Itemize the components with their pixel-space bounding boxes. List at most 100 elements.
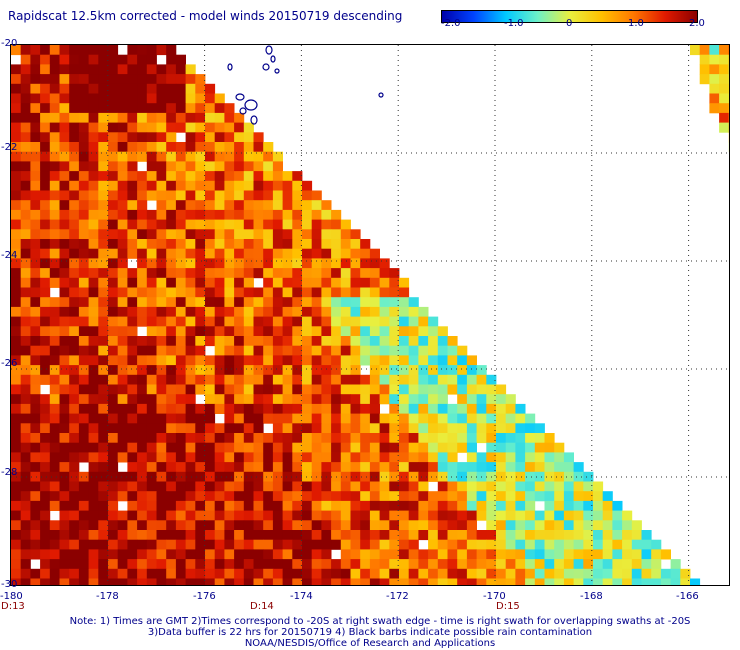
wind-difference-cell xyxy=(544,452,555,463)
wind-difference-cell xyxy=(369,549,380,560)
wind-difference-cell xyxy=(146,326,157,337)
wind-difference-cell xyxy=(428,326,439,337)
wind-difference-cell xyxy=(88,142,99,153)
wind-difference-cell xyxy=(195,326,206,337)
wind-difference-cell xyxy=(137,268,148,279)
wind-difference-cell xyxy=(146,287,157,298)
wind-difference-cell xyxy=(30,258,41,269)
wind-difference-cell xyxy=(302,442,313,453)
wind-difference-cell xyxy=(389,433,400,444)
wind-difference-cell xyxy=(146,539,157,550)
wind-difference-cell xyxy=(292,530,303,541)
wind-difference-cell xyxy=(272,200,283,211)
wind-difference-cell xyxy=(263,384,274,395)
wind-difference-cell xyxy=(321,442,332,453)
wind-difference-cell xyxy=(311,413,322,424)
wind-difference-cell xyxy=(185,112,196,123)
wind-difference-cell xyxy=(321,287,332,298)
wind-difference-cell xyxy=(98,142,109,153)
wind-difference-cell xyxy=(253,200,264,211)
wind-difference-cell xyxy=(389,423,400,434)
wind-difference-cell xyxy=(20,93,31,104)
wind-difference-cell xyxy=(243,132,254,143)
wind-difference-cell xyxy=(593,530,604,541)
wind-difference-cell xyxy=(175,355,186,366)
wind-difference-cell xyxy=(59,462,70,473)
wind-difference-cell xyxy=(389,326,400,337)
wind-difference-cell xyxy=(311,423,322,434)
wind-difference-cell xyxy=(137,151,148,162)
wind-difference-cell xyxy=(302,471,313,482)
wind-difference-cell xyxy=(360,297,371,308)
wind-difference-cell xyxy=(292,481,303,492)
wind-difference-cell xyxy=(263,365,274,376)
wind-difference-cell xyxy=(234,336,245,347)
wind-difference-cell xyxy=(78,132,89,143)
wind-difference-cell xyxy=(282,336,293,347)
wind-difference-cell xyxy=(137,384,148,395)
wind-difference-cell xyxy=(127,345,138,356)
wind-difference-cell xyxy=(554,578,565,585)
wind-difference-cell xyxy=(40,200,51,211)
wind-difference-cell xyxy=(78,200,89,211)
wind-difference-cell xyxy=(30,510,41,521)
wind-difference-cell xyxy=(272,365,283,376)
wind-difference-cell xyxy=(360,481,371,492)
wind-difference-cell xyxy=(49,258,60,269)
wind-difference-cell xyxy=(437,520,448,531)
wind-difference-cell xyxy=(583,549,594,560)
wind-difference-cell xyxy=(146,219,157,230)
wind-difference-cell xyxy=(185,578,196,585)
wind-difference-cell xyxy=(166,142,177,153)
wind-difference-cell xyxy=(20,345,31,356)
wind-difference-cell xyxy=(175,578,186,585)
wind-difference-cell xyxy=(369,355,380,366)
wind-difference-cell xyxy=(185,258,196,269)
wind-difference-cell xyxy=(59,403,70,414)
wind-difference-cell xyxy=(437,423,448,434)
wind-difference-cell xyxy=(214,452,225,463)
wind-difference-cell xyxy=(78,413,89,424)
wind-difference-cell xyxy=(253,142,264,153)
wind-difference-cell xyxy=(418,462,429,473)
wind-difference-cell xyxy=(88,45,99,56)
wind-difference-cell xyxy=(137,510,148,521)
wind-difference-cell xyxy=(175,365,186,376)
wind-difference-cell xyxy=(127,229,138,240)
wind-difference-cell xyxy=(59,336,70,347)
footnote-line-2: 3)Data buffer is 22 hrs for 20150719 4) … xyxy=(147,627,593,638)
wind-difference-cell xyxy=(175,403,186,414)
wind-difference-cell xyxy=(486,510,497,521)
wind-difference-cell xyxy=(350,239,361,250)
wind-difference-cell xyxy=(302,413,313,424)
wind-difference-cell xyxy=(399,539,410,550)
wind-difference-cell xyxy=(49,209,60,220)
wind-difference-cell xyxy=(389,481,400,492)
wind-difference-cell xyxy=(234,578,245,585)
wind-difference-cell xyxy=(69,481,80,492)
wind-difference-cell xyxy=(69,491,80,502)
wind-difference-cell xyxy=(554,471,565,482)
wind-difference-cell xyxy=(525,481,536,492)
wind-difference-cell xyxy=(69,287,80,298)
wind-difference-cell xyxy=(331,491,342,502)
wind-difference-cell xyxy=(175,539,186,550)
wind-difference-cell xyxy=(505,394,516,405)
wind-difference-cell xyxy=(224,520,235,531)
wind-difference-cell xyxy=(205,500,216,511)
lat-label: -24 xyxy=(1,250,18,261)
wind-difference-cell xyxy=(622,559,633,570)
wind-difference-cell xyxy=(302,452,313,463)
wind-difference-cell xyxy=(185,306,196,317)
wind-difference-cell xyxy=(224,316,235,327)
wind-difference-cell xyxy=(78,394,89,405)
wind-difference-cell xyxy=(108,403,119,414)
wind-difference-cell xyxy=(11,200,22,211)
wind-difference-cell xyxy=(59,268,70,279)
wind-difference-cell xyxy=(253,180,264,191)
wind-difference-cell xyxy=(660,578,671,585)
wind-difference-cell xyxy=(156,365,167,376)
wind-difference-cell xyxy=(272,316,283,327)
wind-difference-cell xyxy=(515,442,526,453)
wind-difference-cell xyxy=(117,161,128,172)
